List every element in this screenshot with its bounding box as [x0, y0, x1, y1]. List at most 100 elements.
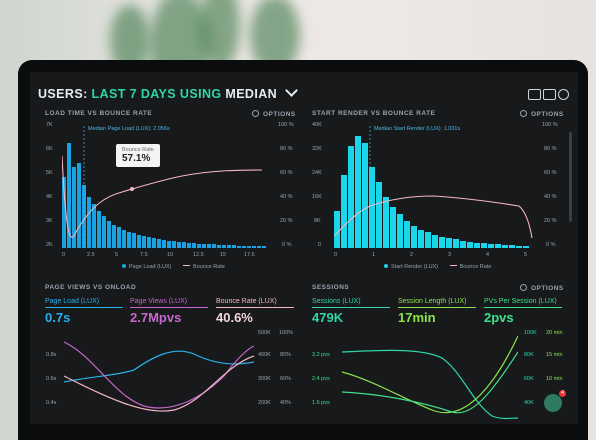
histogram-bar[interactable] — [474, 242, 480, 248]
histogram-bar[interactable] — [237, 245, 241, 248]
x-axis-label: 12.5 — [193, 252, 204, 258]
histogram-bar[interactable] — [177, 241, 181, 248]
y-axis-right-label: 60 % — [544, 170, 557, 176]
histogram-bar[interactable] — [467, 241, 473, 248]
bounce-rate-line — [62, 126, 263, 248]
render-vs-bounce-panel: START RENDER VS BOUNCE RATE OPTIONS 40K … — [302, 106, 572, 276]
legend-label[interactable]: Start Render (LUX) — [391, 264, 439, 270]
histogram-bar[interactable] — [425, 232, 431, 248]
histogram-bar[interactable] — [112, 224, 116, 248]
histogram-bar[interactable] — [117, 227, 121, 248]
image-icon[interactable] — [543, 89, 556, 100]
histogram-bar[interactable] — [147, 237, 151, 248]
y-axis-right-label: 60 % — [280, 170, 293, 176]
histogram-bar[interactable] — [137, 234, 141, 248]
y-axis-right-label: 0 % — [546, 242, 556, 248]
histogram-bar[interactable] — [197, 243, 201, 248]
histogram-bar[interactable] — [222, 244, 226, 248]
histogram-bar[interactable] — [127, 232, 131, 248]
histogram-bar[interactable] — [77, 162, 81, 248]
histogram-bar[interactable] — [122, 229, 126, 248]
histogram-bar[interactable] — [212, 244, 216, 248]
histogram-bar[interactable] — [107, 221, 111, 248]
chat-icon[interactable] — [544, 394, 562, 412]
legend-label[interactable]: Page Load (LUX) — [129, 264, 172, 270]
metric-value-page-load: 0.7s — [45, 310, 71, 325]
histogram-bar[interactable] — [383, 196, 389, 248]
legend-label[interactable]: Bounce Rate — [193, 264, 225, 270]
histogram-bar[interactable] — [404, 221, 410, 248]
histogram-bar[interactable] — [390, 206, 396, 248]
histogram-bar[interactable] — [411, 226, 417, 248]
histogram-bar[interactable] — [67, 143, 71, 248]
histogram-bar[interactable] — [217, 244, 221, 248]
histogram-bar[interactable] — [453, 239, 459, 248]
histogram-bar[interactable] — [523, 245, 529, 248]
histogram-bar[interactable] — [418, 229, 424, 248]
help-icon[interactable] — [558, 89, 569, 100]
histogram-bar[interactable] — [432, 234, 438, 248]
histogram-bar[interactable] — [182, 242, 186, 248]
histogram-bar[interactable] — [376, 182, 382, 248]
y-axis-mid-label: 200K — [258, 400, 271, 406]
histogram-bar[interactable] — [502, 244, 508, 248]
options-button[interactable]: OPTIONS — [252, 110, 296, 118]
y-axis-right-label: 80 % — [280, 146, 293, 152]
histogram-bar[interactable] — [509, 245, 515, 248]
histogram-bar[interactable] — [227, 245, 231, 248]
dashboard-title[interactable]: USERS: LAST 7 DAYS USING MEDIAN — [38, 84, 298, 101]
histogram-bar[interactable] — [242, 245, 246, 248]
options-label: OPTIONS — [531, 111, 564, 118]
histogram-bar[interactable] — [187, 242, 191, 248]
histogram-bar[interactable] — [142, 235, 146, 248]
histogram-bar[interactable] — [232, 245, 236, 248]
histogram-bar[interactable] — [167, 240, 171, 248]
histogram-bar[interactable] — [460, 240, 466, 248]
histogram-bar[interactable] — [92, 204, 96, 248]
chevron-down-icon[interactable] — [285, 84, 298, 97]
histogram-bar[interactable] — [362, 143, 368, 248]
x-axis-label: 4 — [486, 252, 490, 258]
histogram-bar[interactable] — [439, 237, 445, 248]
histogram-bar[interactable] — [192, 243, 196, 248]
histogram-bar[interactable] — [334, 211, 340, 248]
histogram-bar[interactable] — [355, 135, 361, 248]
scrollbar[interactable] — [569, 132, 572, 222]
histogram-bar[interactable] — [132, 233, 136, 248]
histogram-bar[interactable] — [157, 239, 161, 248]
histogram-bar[interactable] — [207, 244, 211, 248]
histogram-bar[interactable] — [257, 246, 261, 248]
histogram-bar[interactable] — [247, 245, 251, 248]
histogram-bar[interactable] — [97, 211, 101, 248]
tooltip-value: 57.1% — [122, 153, 151, 164]
histogram-bar[interactable] — [481, 243, 487, 248]
x-axis-label: 5 — [524, 252, 528, 258]
histogram-bar[interactable] — [495, 244, 501, 248]
bounce-rate-line — [334, 126, 533, 248]
histogram-bar[interactable] — [369, 167, 375, 248]
histogram-bar[interactable] — [87, 196, 91, 248]
histogram-bar[interactable] — [152, 238, 156, 248]
histogram-bar[interactable] — [516, 245, 522, 248]
histogram-bar[interactable] — [446, 238, 452, 248]
histogram-bar[interactable] — [397, 213, 403, 248]
legend-label[interactable]: Bounce Rate — [459, 264, 492, 270]
monitor-icon[interactable] — [528, 89, 541, 100]
histogram-bar[interactable] — [252, 246, 256, 248]
histogram-bar[interactable] — [341, 174, 347, 248]
histogram-bar[interactable] — [488, 243, 494, 248]
x-axis-label: 2 — [410, 252, 414, 258]
histogram-bar[interactable] — [72, 167, 76, 248]
histogram-bar[interactable] — [162, 240, 166, 248]
histogram-bar[interactable] — [172, 241, 176, 248]
histogram-bar[interactable] — [348, 145, 354, 248]
histogram-bar[interactable] — [202, 243, 206, 248]
histogram-bar[interactable] — [262, 246, 266, 248]
x-axis-label: 15 — [220, 252, 227, 258]
options-button[interactable]: OPTIONS — [520, 110, 564, 118]
histogram-bar[interactable] — [62, 177, 66, 248]
options-button[interactable]: OPTIONS — [520, 284, 564, 292]
metric-value-page-views: 2.7Mpvs — [130, 310, 182, 325]
histogram-bar[interactable] — [102, 216, 106, 248]
histogram-bar[interactable] — [82, 184, 86, 248]
